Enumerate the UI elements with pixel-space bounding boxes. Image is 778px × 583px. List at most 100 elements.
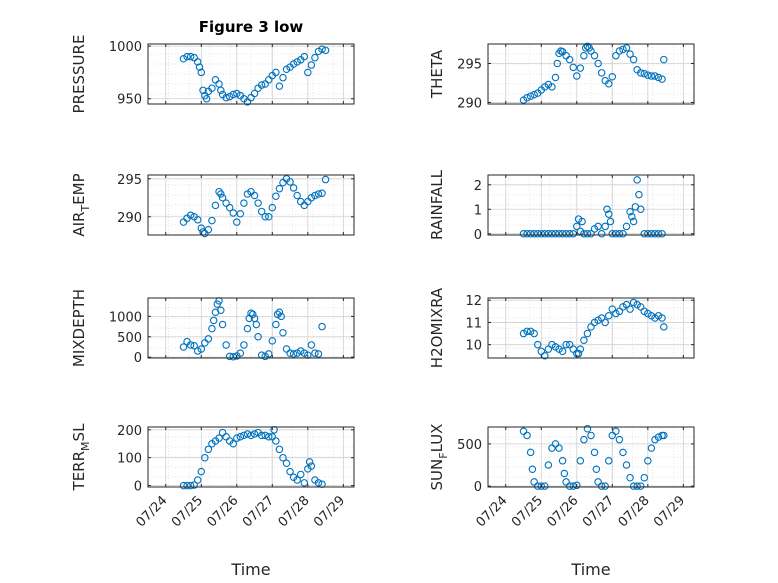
data-point — [530, 329, 538, 338]
data-point — [583, 230, 592, 238]
data-point — [555, 49, 563, 58]
data-point — [254, 333, 262, 341]
data-point — [217, 86, 225, 95]
data-point — [573, 72, 581, 80]
data-point — [275, 445, 284, 454]
data-point — [644, 71, 652, 79]
data-point — [528, 465, 537, 474]
data-point — [581, 44, 590, 52]
data-point — [252, 320, 261, 329]
data-point — [622, 44, 631, 52]
data-point — [647, 72, 656, 80]
y-tick-label: 290 — [457, 96, 482, 111]
data-point — [654, 73, 663, 82]
data-point — [551, 230, 560, 238]
y-tick-label: 1 — [474, 203, 482, 218]
y-tick-label: 295 — [457, 57, 482, 72]
y-tick-label: 0 — [474, 480, 482, 495]
data-point — [254, 199, 262, 207]
data-point — [590, 448, 599, 457]
data-point — [537, 482, 546, 490]
data-point — [190, 342, 198, 350]
data-point — [229, 209, 237, 217]
data-point — [236, 349, 245, 357]
data-point — [558, 457, 567, 465]
data-point — [179, 481, 188, 490]
data-point — [580, 435, 588, 444]
y-tick-label: 500 — [457, 438, 482, 453]
data-point — [578, 217, 586, 226]
y-tick-label: 0 — [134, 480, 142, 495]
data-point — [526, 448, 535, 457]
x-tick-label: 07/24 — [473, 493, 510, 530]
data-point — [179, 343, 188, 351]
data-point — [658, 314, 666, 322]
data-point — [275, 82, 284, 90]
data-point — [580, 230, 588, 238]
data-point — [576, 64, 585, 72]
data-point — [660, 431, 668, 440]
x-tick-label: 07/29 — [651, 493, 688, 530]
y-axis-label: AIRTEMP — [70, 173, 92, 236]
data-point — [565, 230, 574, 238]
chart-title: Figure 3 low — [199, 18, 304, 36]
data-point — [605, 312, 613, 320]
axes-box — [487, 174, 695, 236]
x-tick-label: 07/27 — [580, 493, 617, 530]
data-point — [229, 90, 237, 99]
data-point — [523, 230, 531, 238]
data-point — [601, 222, 609, 231]
data-point — [523, 327, 531, 336]
data-point — [243, 430, 252, 438]
data-point — [240, 199, 248, 207]
data-point — [606, 217, 615, 226]
subplot-6: 10 11 12 H2OMIXRA — [428, 287, 695, 368]
data-point — [321, 175, 330, 184]
data-point — [583, 424, 592, 433]
data-point — [587, 230, 595, 238]
data-point — [190, 481, 198, 489]
data-point — [629, 217, 638, 226]
data-point — [186, 481, 195, 490]
data-point — [268, 203, 277, 212]
data-point — [569, 345, 577, 353]
data-point — [218, 194, 227, 202]
data-point — [193, 58, 202, 66]
data-point — [240, 341, 248, 349]
y-tick-label: 200 — [117, 424, 142, 439]
data-point — [526, 230, 535, 238]
data-point — [311, 53, 319, 62]
x-axis-label: Time — [570, 560, 610, 579]
data-point — [587, 323, 595, 331]
x-axis-label: Time — [230, 560, 270, 579]
data-point — [233, 218, 241, 226]
data-point — [555, 444, 563, 452]
data-point — [647, 444, 656, 452]
data-point — [583, 42, 592, 51]
data-point — [597, 69, 606, 77]
x-tick-label: 07/29 — [311, 493, 348, 530]
data-point — [202, 94, 211, 103]
y-tick-label: 100 — [117, 452, 142, 467]
data-point — [307, 61, 316, 69]
data-point — [530, 230, 538, 238]
data-point — [601, 318, 609, 327]
data-point — [619, 230, 627, 238]
data-point — [573, 481, 581, 490]
data-point — [615, 230, 624, 238]
data-point — [519, 230, 528, 238]
data-point — [601, 482, 609, 490]
data-point — [622, 222, 631, 231]
data-point — [603, 205, 611, 214]
y-axis-label: H2OMIXRA — [428, 287, 446, 368]
x-tick-label: 07/28 — [276, 493, 313, 530]
axes-box — [147, 426, 355, 488]
data-point — [250, 430, 259, 438]
data-point — [537, 230, 546, 238]
data-point — [215, 187, 223, 196]
data-point — [305, 458, 314, 466]
data-point — [544, 230, 553, 238]
